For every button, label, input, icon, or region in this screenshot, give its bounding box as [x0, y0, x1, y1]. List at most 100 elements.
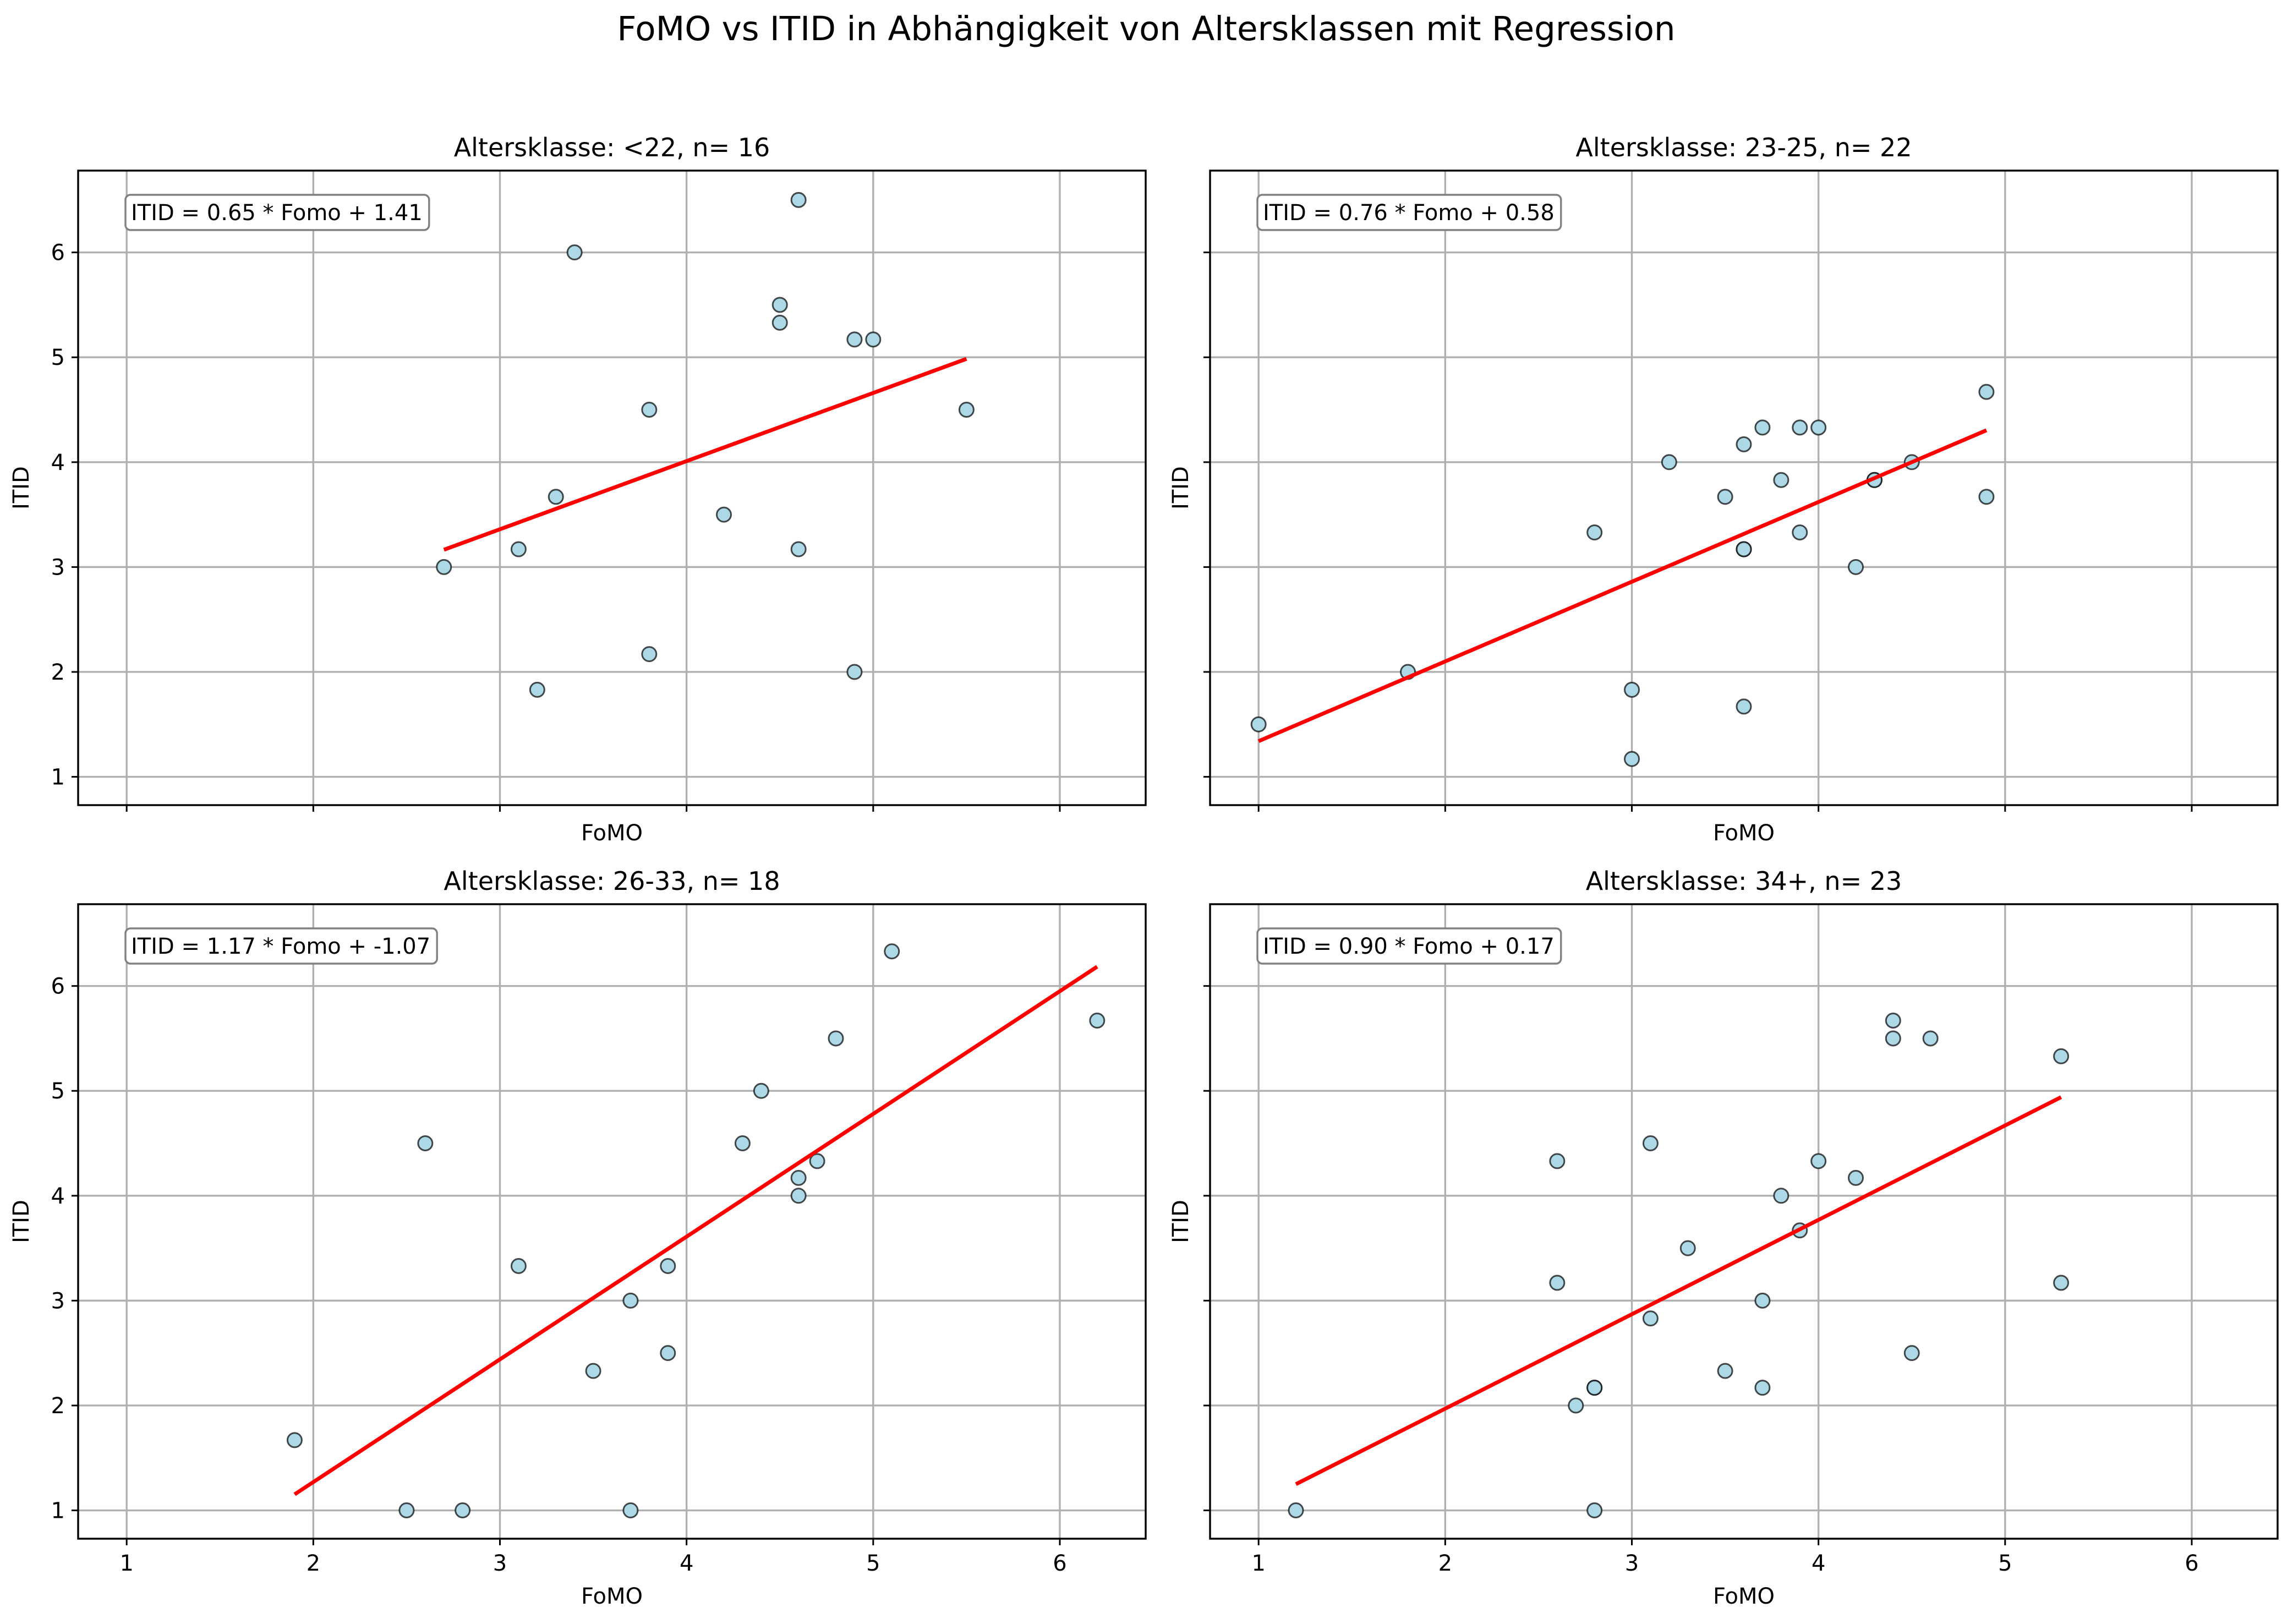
x-tick-label: 3 — [1625, 1551, 1639, 1576]
data-point — [1810, 419, 1827, 436]
data-point — [566, 244, 583, 261]
regression-line — [443, 357, 967, 552]
data-point — [1586, 1502, 1603, 1519]
data-point — [641, 402, 658, 418]
equation-annotation: ITID = 0.76 * Fomo + 0.58 — [1256, 194, 1562, 231]
x-axis-label: FoMO — [581, 1584, 643, 1609]
data-point — [865, 331, 882, 348]
x-tick-label: 5 — [866, 1551, 880, 1576]
data-point — [1661, 454, 1677, 471]
equation-text: ITID = 0.65 * Fomo + 1.41 — [131, 200, 423, 226]
subplot-title: Altersklasse: 34+, n= 23 — [1586, 866, 1902, 896]
data-point — [1586, 1380, 1603, 1396]
y-tick-label: 6 — [51, 240, 65, 266]
equation-text: ITID = 1.17 * Fomo + -1.07 — [131, 934, 430, 959]
data-point — [753, 1082, 769, 1099]
data-point — [1773, 472, 1789, 488]
equation-box — [1256, 927, 1562, 965]
data-point — [1922, 1030, 1939, 1047]
data-point — [771, 314, 788, 331]
regression-line — [293, 965, 1098, 1496]
data-point — [790, 1169, 807, 1186]
y-tick-label: 5 — [51, 1079, 65, 1104]
data-point — [622, 1292, 639, 1309]
regression-line — [1295, 1095, 2062, 1486]
figure-title: FoMO vs ITID in Abhängigkeit von Altersk… — [617, 9, 1675, 48]
data-point — [585, 1363, 601, 1379]
data-point — [1717, 1363, 1733, 1379]
data-point — [641, 646, 658, 663]
data-point — [958, 402, 975, 418]
y-tick-label: 3 — [51, 555, 65, 580]
equation-box — [124, 927, 438, 965]
data-point — [1624, 681, 1640, 698]
data-point — [1773, 1188, 1789, 1204]
y-tick-label: 6 — [51, 974, 65, 999]
data-point — [529, 681, 545, 698]
x-tick-label: 1 — [119, 1551, 133, 1576]
y-tick-label: 3 — [51, 1288, 65, 1314]
x-tick-label: 2 — [307, 1551, 320, 1576]
subplot-title: Altersklasse: 26-33, n= 18 — [444, 866, 780, 896]
y-axis-label: ITID — [9, 466, 34, 510]
y-axis-label: ITID — [1168, 1200, 1194, 1243]
data-point — [1250, 716, 1267, 732]
data-point — [1978, 384, 1995, 400]
equation-text: ITID = 0.76 * Fomo + 0.58 — [1263, 200, 1555, 226]
x-tick-label: 4 — [1812, 1551, 1825, 1576]
x-tick-label: 2 — [1438, 1551, 1452, 1576]
x-tick-label: 4 — [680, 1551, 693, 1576]
data-point — [1736, 541, 1752, 557]
data-point — [771, 297, 788, 313]
data-point — [828, 1030, 844, 1047]
data-point — [846, 664, 863, 680]
subplot-title: Altersklasse: <22, n= 16 — [454, 133, 770, 162]
data-point — [1754, 1380, 1771, 1396]
data-point — [1847, 559, 1864, 575]
subplot-title: Altersklasse: 23-25, n= 22 — [1575, 133, 1912, 162]
data-point — [548, 489, 564, 505]
y-tick-label: 5 — [51, 345, 65, 370]
axes-frame — [1209, 169, 2279, 806]
axes-frame — [77, 169, 1147, 806]
axes-frame — [1209, 903, 2279, 1540]
subplot-3: 1 2 3 4 5 6 1 2 3 4 5 6 Altersklasse: 26-33, n= 18 Fo… — [9, 866, 1147, 1609]
y-tick-label: 4 — [51, 450, 65, 475]
data-point — [1549, 1275, 1566, 1291]
equation-annotation: ITID = 0.90 * Fomo + 0.17 — [1256, 927, 1562, 965]
data-point — [734, 1135, 751, 1152]
data-point — [1847, 1169, 1864, 1186]
subplot-4: 1 2 3 4 5 6 Altersklasse: 34+, n= 23 FoMO ITID IT… — [1168, 866, 2279, 1609]
data-point — [510, 1257, 527, 1274]
data-point — [1642, 1310, 1659, 1327]
data-point — [1903, 1345, 1920, 1361]
y-tick-label: 4 — [51, 1184, 65, 1209]
data-point — [436, 559, 452, 575]
data-point — [286, 1432, 303, 1448]
equation-box — [1256, 194, 1562, 231]
data-point — [1810, 1153, 1827, 1169]
equation-box — [124, 194, 430, 231]
data-point — [1586, 524, 1603, 540]
data-point — [455, 1502, 471, 1519]
y-tick-label: 2 — [51, 1393, 65, 1419]
data-point — [1792, 419, 1808, 436]
y-tick-label: 1 — [51, 765, 65, 790]
data-point — [846, 331, 863, 348]
x-tick-label: 6 — [2185, 1551, 2198, 1576]
data-point — [1568, 1397, 1584, 1414]
data-point — [1736, 698, 1752, 715]
y-axis-label: ITID — [1168, 466, 1194, 510]
data-point — [1089, 1013, 1106, 1029]
equation-annotation: ITID = 1.17 * Fomo + -1.07 — [124, 927, 438, 965]
equation-annotation: ITID = 0.65 * Fomo + 1.41 — [124, 194, 430, 231]
regression-line — [1257, 428, 1988, 743]
axes-frame — [77, 903, 1147, 1540]
data-point — [1978, 489, 1995, 505]
subplot-2: Altersklasse: 23-25, n= 22 FoMO ITID ITID =… — [1168, 133, 2279, 846]
data-point — [622, 1502, 639, 1519]
x-tick-label: 1 — [1251, 1551, 1265, 1576]
data-point — [398, 1502, 415, 1519]
data-point — [1754, 1292, 1771, 1309]
